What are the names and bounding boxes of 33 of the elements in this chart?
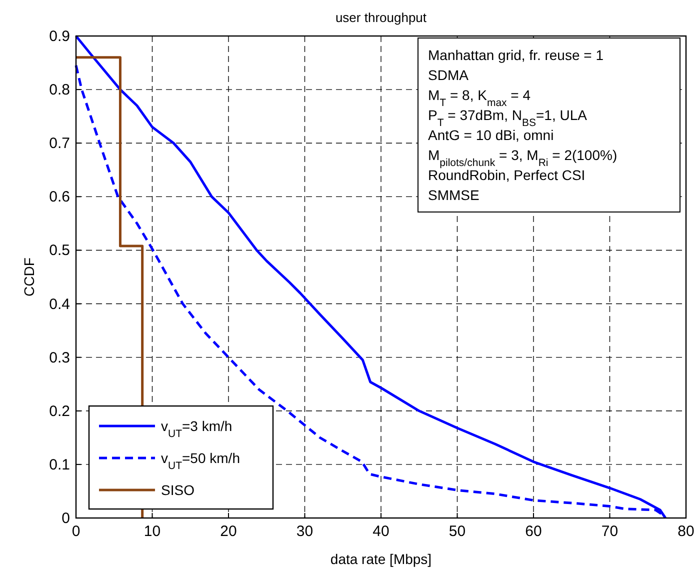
y-tick-label: 0.7 bbox=[49, 135, 70, 152]
annotation: AntG = 10 dBi, omni bbox=[428, 127, 554, 143]
y-tick-label: 0.9 bbox=[49, 28, 70, 45]
y-tick-label: 0.6 bbox=[49, 188, 70, 206]
annotation: M$_{pilots/chunk}$ = 3, M$_{Ri}$ = 2(100%) bbox=[428, 147, 618, 169]
legend-label: SISO bbox=[161, 482, 195, 498]
annotation: SMMSE bbox=[428, 187, 480, 203]
y-tick-label: 0.5 bbox=[49, 242, 70, 260]
x-tick-label: 0 bbox=[72, 523, 80, 540]
y-axis-title: CCDF bbox=[21, 258, 37, 296]
x-tick-label: 10 bbox=[144, 523, 161, 540]
y-tick-label: 0.8 bbox=[49, 82, 70, 99]
y-tick-label: 0.2 bbox=[49, 402, 70, 420]
y-tick-label: 0.1 bbox=[49, 456, 70, 474]
x-tick-label: 70 bbox=[601, 523, 618, 540]
y-tick-label: 0.4 bbox=[49, 296, 70, 313]
annotation: RoundRobin, Perfect CSI bbox=[428, 167, 586, 183]
legend-label: v$_{UT}$=3 km/h bbox=[161, 418, 232, 440]
annotation: M$_{T}$ = 8, K$_{max}$ = 4 bbox=[428, 87, 531, 109]
y-tick-label: 0 bbox=[62, 510, 70, 527]
chart-title: user throughput bbox=[335, 10, 427, 25]
x-axis-title: data rate [Mbps] bbox=[330, 551, 432, 567]
legend-label: v$_{UT}$=50 km/h bbox=[161, 450, 240, 472]
y-tick-label: 0.3 bbox=[49, 349, 70, 366]
x-tick-label: 60 bbox=[525, 523, 542, 540]
annotation: Manhattan grid, fr. reuse = 1 bbox=[428, 47, 604, 63]
annotation: SDMA bbox=[428, 67, 470, 83]
x-tick-label: 80 bbox=[678, 523, 694, 540]
x-tick-label: 40 bbox=[372, 523, 390, 540]
annotation: P$_{T}$ = 37dBm, N$_{BS}$=1, ULA bbox=[428, 107, 588, 129]
x-tick-label: 20 bbox=[220, 523, 237, 540]
x-tick-label: 50 bbox=[448, 523, 466, 540]
x-tick-label: 30 bbox=[296, 523, 314, 540]
